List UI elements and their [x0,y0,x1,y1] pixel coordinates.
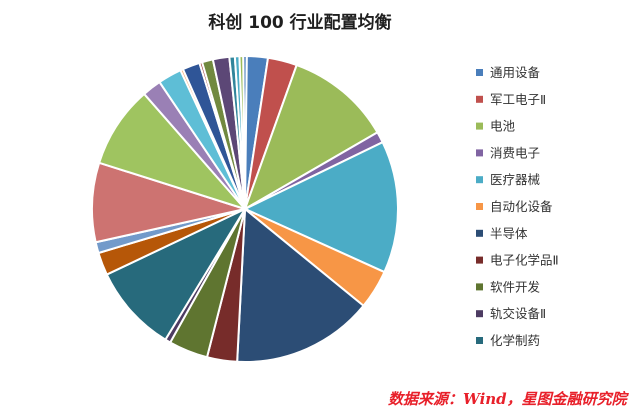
legend-swatch [476,69,483,76]
legend-swatch [476,310,483,318]
legend-label: 软件开发 [490,279,541,294]
legend-label: 医疗器械 [490,172,541,187]
pie-slice-11 [105,206,248,342]
pie-slices [91,54,399,363]
legend-swatch [476,176,483,184]
legend-label: 自动化设备 [490,199,553,214]
pie-slice-unlabeled-25 [238,54,246,210]
pie-slice-unlabeled-15 [97,92,249,212]
legend-label: 消费电子 [490,145,540,160]
legend-swatch [476,149,483,157]
pie-slice-3 [243,63,379,212]
legend-swatch [476,203,483,210]
legend-label: 电子化学品Ⅱ [490,253,559,268]
legend-swatch [476,122,483,130]
legend-swatch [476,229,483,237]
legend-label: 轨交设备Ⅱ [490,306,546,321]
pie-slice-7 [236,206,365,363]
source-note: 数据来源：Wind，星图金融研究院 [388,390,627,408]
legend-label: 通用设备 [490,65,541,80]
chart-title: 科创 100 行业配置均衡 [208,12,391,33]
legend-label: 半导体 [490,226,528,241]
legend-label: 化学制药 [490,333,540,348]
legend-label: 电池 [490,119,516,134]
legend-swatch [476,283,483,291]
legend-label: 军工电子Ⅱ [490,92,546,107]
pie-slice-5 [242,140,399,274]
legend-swatch [476,95,483,103]
legend-swatch [476,337,483,344]
legend-swatch [476,256,483,264]
